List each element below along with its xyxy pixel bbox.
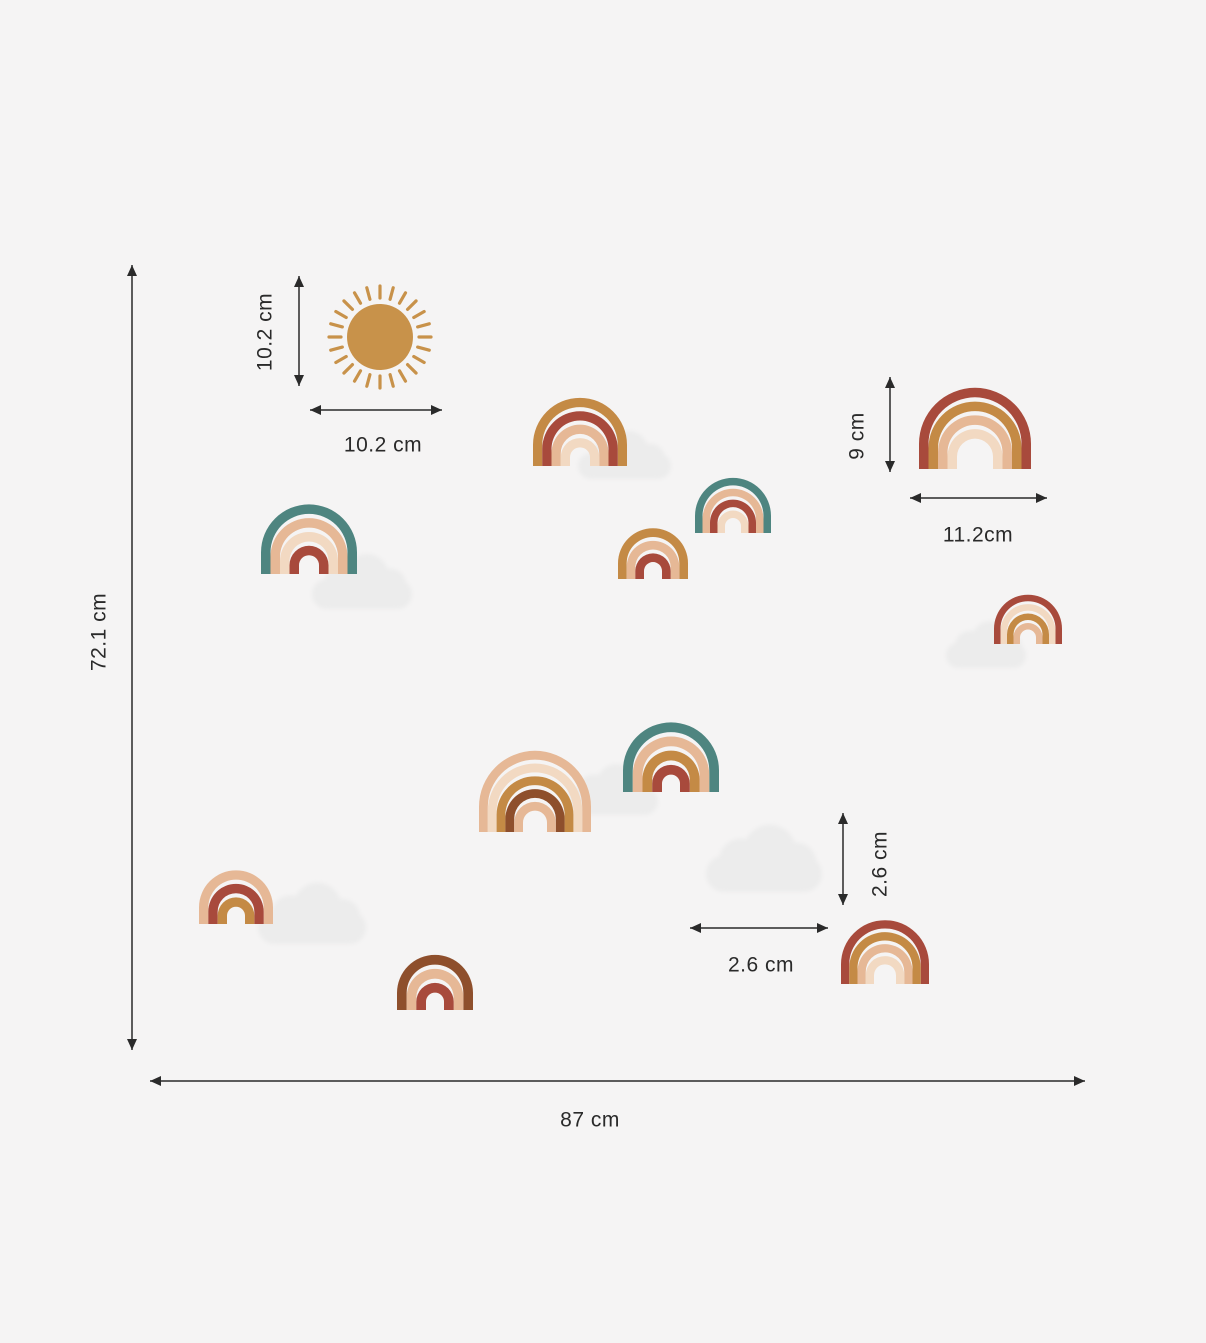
rainbow-icon xyxy=(618,528,688,579)
rainbow-icon xyxy=(841,920,929,984)
cloud-height-arrow xyxy=(838,813,848,905)
total-height-arrow xyxy=(127,265,137,1050)
dimension-arrows xyxy=(127,265,1085,1086)
large-rainbow-width-arrow xyxy=(910,493,1047,503)
cloud-icon xyxy=(312,553,412,609)
total-width-label: 87 cm xyxy=(560,1108,620,1132)
large-rainbow-height-arrow xyxy=(885,377,895,472)
large-rainbow-width-label: 11.2cm xyxy=(942,523,1014,547)
cloud-width-label: 2.6 cm xyxy=(727,953,795,977)
rainbow-icon xyxy=(695,477,771,533)
cloud-icon xyxy=(946,621,1026,668)
sun-width-label: 10.2 cm xyxy=(343,433,423,457)
cloud-height-label: 2.6 cm xyxy=(868,830,892,898)
sun-height-label: 10.2 cm xyxy=(253,292,277,372)
sun-height-arrow xyxy=(294,276,304,386)
large-rainbow-height-label: 9 cm xyxy=(845,412,869,460)
rainbows xyxy=(199,387,1062,1010)
rainbow-icon xyxy=(533,397,627,466)
rainbow-icon xyxy=(261,504,357,574)
total-width-arrow xyxy=(150,1076,1085,1086)
cloud-icon xyxy=(706,824,822,892)
rainbow-icon xyxy=(919,387,1031,469)
cloud-icon xyxy=(258,882,366,944)
rainbow-icon xyxy=(397,954,473,1010)
total-height-label: 72.1 cm xyxy=(87,592,111,672)
sun-icon xyxy=(327,284,433,390)
clouds xyxy=(258,431,1026,944)
rainbow-icon xyxy=(623,722,719,792)
sun-width-arrow xyxy=(310,405,442,415)
rainbow-icon xyxy=(479,750,591,832)
rainbow-icon xyxy=(199,870,273,924)
cloud-width-arrow xyxy=(690,923,828,933)
rainbow-icon xyxy=(994,594,1062,644)
